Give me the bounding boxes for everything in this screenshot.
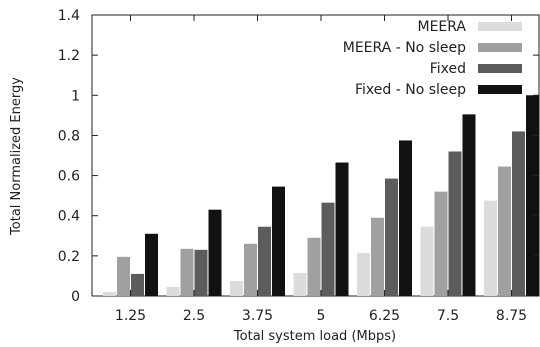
x-axis-label: Total system load (Mbps) [233,329,396,344]
bar-meera-no-sleep-6_25 [371,217,384,296]
bar-fixed-7_5 [448,151,462,296]
bar-fixed-5 [321,202,335,296]
y-axis-label: Total Normalized Energy [9,77,24,236]
x-tick-label: 8.75 [496,308,527,324]
bar-fixed-no-sleep-2_5 [208,209,222,296]
bar-fixed-no-sleep-8_75 [526,95,539,297]
x-tick-label: 2.5 [183,308,205,324]
bar-meera-6_25 [357,252,370,296]
y-tick-label: 0.8 [58,128,80,144]
x-tick-label: 3.75 [242,308,273,324]
legend-label: MEERA [417,19,466,35]
x-tick-label: 6.25 [369,308,400,324]
bar-fixed-no-sleep-3_75 [272,186,285,296]
bar-fixed-no-sleep-1_25 [145,233,158,296]
y-tick-label: 1.2 [58,48,80,64]
plot-area [91,14,540,297]
legend: MEERA MEERA - No sleep Fixed Fixed - No sle… [343,19,522,98]
bar-meera-no-sleep-2_5 [180,248,194,296]
legend-swatch [478,22,522,31]
y-axis-ticks: 0 0.2 0.4 0.6 0.8 1 1.2 1.4 [58,8,539,305]
bar-meera-2_5 [166,286,180,296]
x-axis-ticks: 1.25 2.5 3.75 5 6.25 7.5 8.75 [115,15,527,324]
bar-fixed-8_75 [512,131,525,296]
bar-fixed-3_75 [258,226,271,296]
y-tick-label: 1.4 [58,8,80,24]
bar-meera-5 [293,272,307,296]
bar-meera-8_75 [484,200,497,296]
x-tick-label: 5 [317,308,326,324]
bar-fixed-6_25 [385,178,398,296]
bar-meera-no-sleep-1_25 [117,256,130,296]
bar-fixed-no-sleep-5 [335,162,349,296]
bar-meera-no-sleep-7_5 [434,191,448,296]
bar-meera-3_75 [230,280,243,296]
x-tick-label: 7.5 [437,308,459,324]
x-tick-label: 1.25 [115,308,146,324]
bar-meera-no-sleep-5 [307,237,321,296]
legend-label: Fixed - No sleep [355,82,466,98]
bar-fixed-no-sleep-6_25 [399,140,412,296]
bar-fixed-no-sleep-7_5 [462,114,476,296]
legend-swatch [478,43,522,52]
y-tick-label: 0.6 [58,169,80,185]
legend-label: MEERA - No sleep [343,40,466,56]
bar-fixed-1_25 [131,273,144,296]
y-tick-label: 0.4 [58,209,80,225]
bar-fixed-2_5 [194,249,208,296]
legend-swatch [478,85,522,94]
bar-meera-1_25 [103,291,116,296]
legend-label: Fixed [430,61,466,77]
y-tick-label: 0.2 [58,249,80,265]
legend-swatch [478,64,522,73]
bar-meera-no-sleep-8_75 [498,166,511,296]
bar-meera-7_5 [420,226,434,296]
bar-meera-no-sleep-3_75 [244,243,257,296]
y-tick-label: 0 [71,289,80,305]
y-tick-label: 1 [71,88,80,104]
